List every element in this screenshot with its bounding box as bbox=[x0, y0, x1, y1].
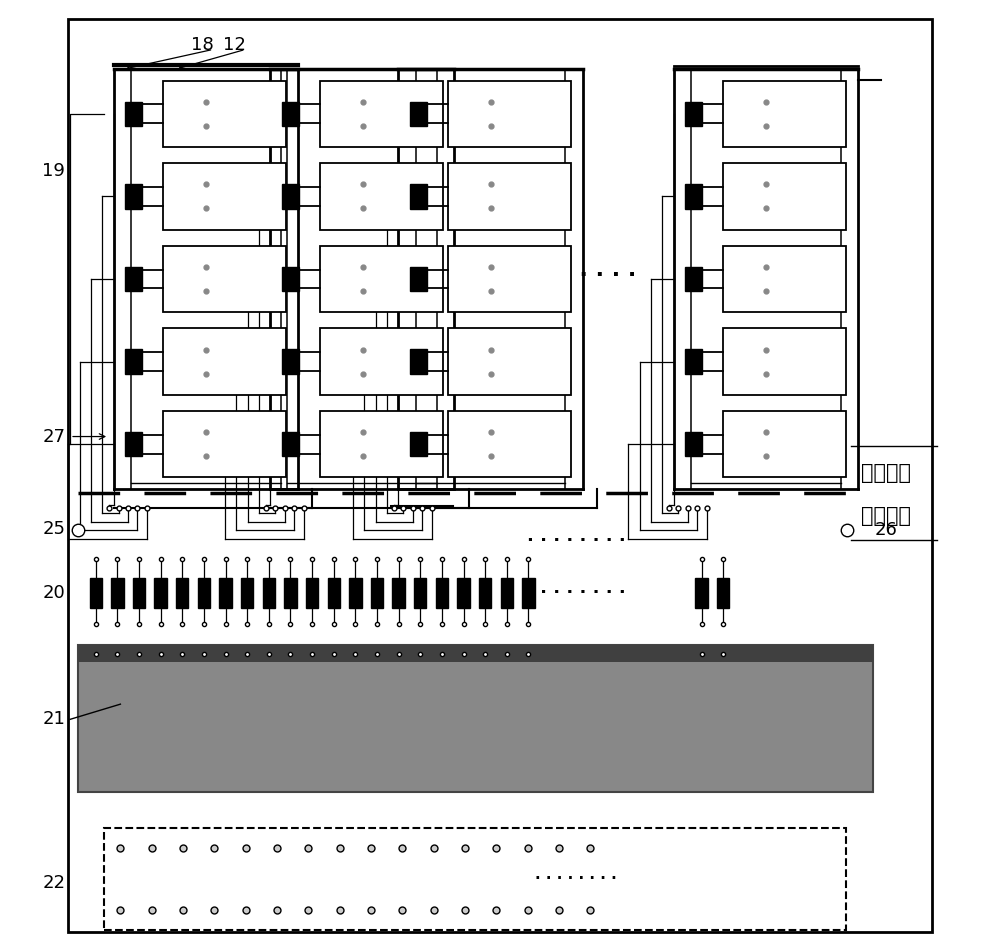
Bar bbox=[320, 163, 443, 230]
Bar bbox=[410, 267, 427, 291]
Text: · · · · · · · ·: · · · · · · · · bbox=[515, 265, 637, 286]
Text: · · · · · · · ·: · · · · · · · · bbox=[527, 532, 625, 549]
Bar bbox=[723, 246, 846, 312]
Bar bbox=[448, 246, 571, 312]
Bar bbox=[306, 578, 318, 608]
Bar bbox=[448, 81, 571, 147]
Bar bbox=[349, 578, 362, 608]
Bar bbox=[685, 349, 702, 374]
Text: 21: 21 bbox=[42, 711, 65, 728]
Bar bbox=[723, 328, 846, 395]
Text: 25: 25 bbox=[42, 520, 65, 537]
Bar bbox=[111, 578, 124, 608]
Bar bbox=[263, 578, 275, 608]
Bar bbox=[125, 432, 142, 456]
Bar bbox=[163, 328, 286, 395]
Bar bbox=[90, 578, 102, 608]
Bar bbox=[695, 578, 708, 608]
Bar bbox=[410, 102, 427, 126]
Text: 18: 18 bbox=[191, 36, 213, 53]
Bar bbox=[282, 102, 299, 126]
Bar bbox=[685, 267, 702, 291]
Bar bbox=[133, 578, 145, 608]
Bar bbox=[163, 163, 286, 230]
Bar bbox=[448, 411, 571, 477]
Bar bbox=[410, 184, 427, 209]
Bar bbox=[320, 81, 443, 147]
Text: 电堆内部: 电堆内部 bbox=[861, 462, 911, 483]
Bar bbox=[448, 163, 571, 230]
Bar bbox=[282, 184, 299, 209]
Bar bbox=[282, 432, 299, 456]
Bar bbox=[78, 645, 873, 792]
Bar bbox=[104, 828, 846, 930]
Bar bbox=[125, 267, 142, 291]
Bar bbox=[320, 328, 443, 395]
Bar bbox=[371, 578, 383, 608]
Bar bbox=[479, 578, 491, 608]
Bar bbox=[410, 432, 427, 456]
Bar bbox=[163, 81, 286, 147]
Text: 12: 12 bbox=[223, 36, 246, 53]
Bar bbox=[723, 163, 846, 230]
Bar bbox=[685, 432, 702, 456]
Text: 电堆外部: 电堆外部 bbox=[861, 506, 911, 527]
Bar bbox=[320, 411, 443, 477]
Bar bbox=[328, 578, 340, 608]
Bar bbox=[414, 578, 426, 608]
Bar bbox=[522, 578, 535, 608]
Bar bbox=[685, 184, 702, 209]
Bar bbox=[320, 246, 443, 312]
Bar bbox=[436, 578, 448, 608]
Bar bbox=[219, 578, 232, 608]
Bar bbox=[723, 411, 846, 477]
Bar bbox=[501, 578, 513, 608]
Bar bbox=[723, 81, 846, 147]
Bar bbox=[163, 411, 286, 477]
Bar bbox=[154, 578, 167, 608]
Bar bbox=[282, 349, 299, 374]
Bar bbox=[198, 578, 210, 608]
Bar bbox=[448, 328, 571, 395]
Bar bbox=[717, 578, 729, 608]
Bar bbox=[410, 349, 427, 374]
Text: 26: 26 bbox=[875, 521, 898, 538]
Bar bbox=[282, 267, 299, 291]
Bar bbox=[241, 578, 253, 608]
Bar bbox=[685, 102, 702, 126]
Bar bbox=[392, 578, 405, 608]
Bar bbox=[284, 578, 297, 608]
Text: 22: 22 bbox=[42, 874, 65, 891]
Text: 27: 27 bbox=[42, 428, 65, 445]
Bar bbox=[176, 578, 188, 608]
Text: · · · · · · · ·: · · · · · · · · bbox=[535, 871, 617, 886]
Bar bbox=[125, 349, 142, 374]
Text: 19: 19 bbox=[42, 162, 65, 179]
Bar bbox=[125, 102, 142, 126]
Bar bbox=[78, 645, 873, 662]
Bar bbox=[457, 578, 470, 608]
Bar bbox=[163, 246, 286, 312]
Text: 20: 20 bbox=[43, 585, 65, 602]
Bar bbox=[125, 184, 142, 209]
Text: · · · · · · · ·: · · · · · · · · bbox=[527, 585, 625, 602]
